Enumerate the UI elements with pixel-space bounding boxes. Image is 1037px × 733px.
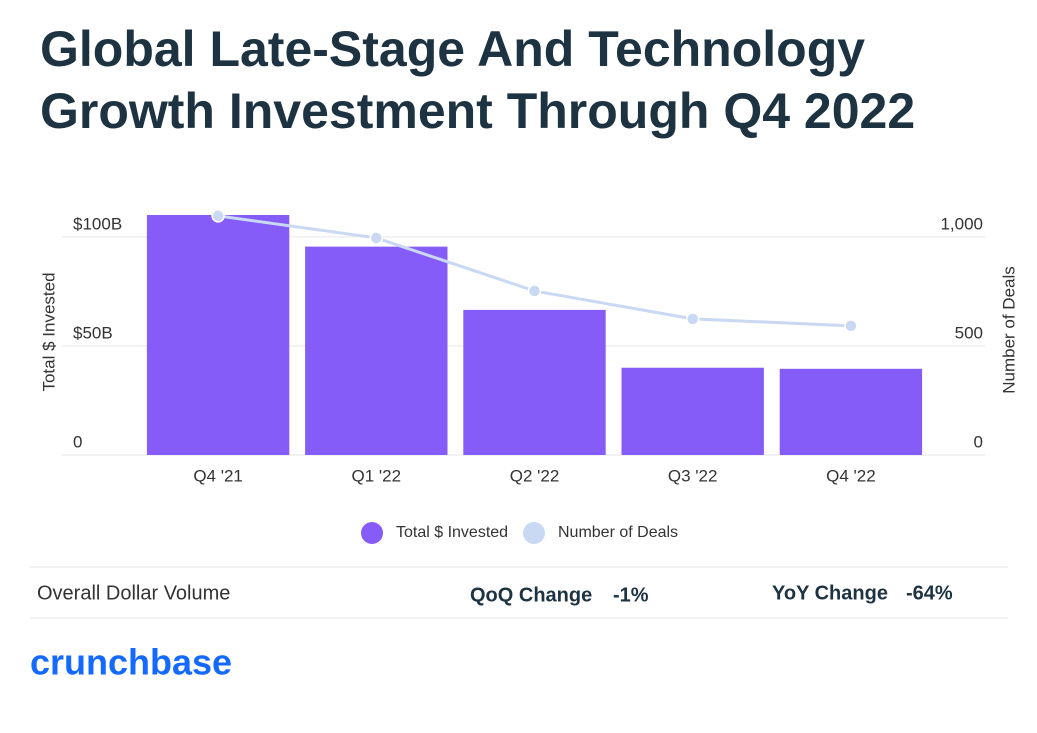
y-tick-label: 0 <box>73 432 82 451</box>
qoq-value: -1% <box>613 584 649 606</box>
yoy-label: YoY Change <box>772 582 888 604</box>
x-tick-label: Q2 '22 <box>510 466 560 485</box>
x-tick-label: Q1 '22 <box>352 466 402 485</box>
legend-label: Number of Deals <box>558 524 678 541</box>
bar <box>146 215 290 455</box>
y2-tick-label: 500 <box>955 323 983 342</box>
bar <box>305 246 448 455</box>
deals-point <box>211 209 225 223</box>
chart-title: Global Late-Stage And Technology Growth … <box>40 21 916 139</box>
bar <box>463 309 606 455</box>
deals-point <box>685 312 700 326</box>
brand-logo: crunchbase <box>30 642 232 683</box>
legend-label: Total $ Invested <box>396 524 508 541</box>
x-tick-label: Q4 '22 <box>826 466 876 485</box>
legend-swatch <box>361 522 383 544</box>
qoq-label: QoQ Change <box>470 584 592 606</box>
legend-swatch <box>523 522 545 544</box>
y-axis-label: Total $ Invested <box>39 272 58 391</box>
deals-point <box>369 231 384 245</box>
x-tick-label: Q4 '21 <box>193 466 243 485</box>
y2-axis-label: Number of Deals <box>999 266 1018 394</box>
y2-tick-label: 0 <box>974 432 983 451</box>
bar <box>621 367 764 455</box>
deals-point <box>527 284 542 298</box>
y-tick-label: $50B <box>73 323 113 342</box>
summary-label: Overall Dollar Volume <box>37 582 230 604</box>
deals-point <box>844 319 858 333</box>
yoy-value: -64% <box>906 582 953 604</box>
y2-tick-label: 1,000 <box>940 214 983 233</box>
y-tick-label: $100B <box>73 214 122 233</box>
bar <box>779 368 923 455</box>
x-tick-label: Q3 '22 <box>668 466 718 485</box>
